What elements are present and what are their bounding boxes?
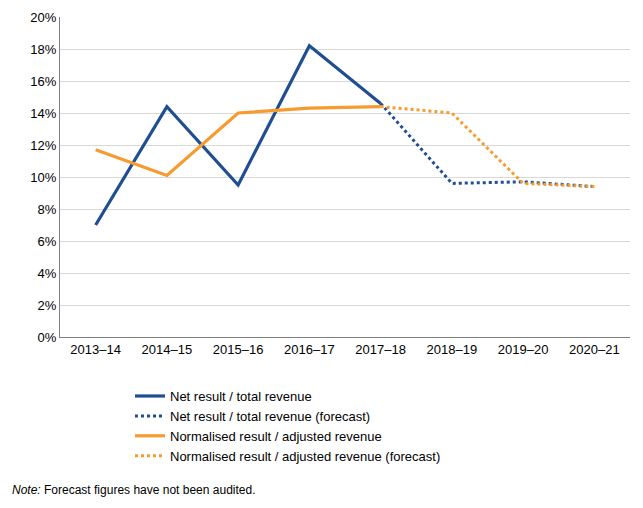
- svg-text:2015–16: 2015–16: [213, 342, 264, 357]
- svg-text:10%: 10%: [30, 170, 56, 185]
- svg-text:2016–17: 2016–17: [284, 342, 335, 357]
- svg-text:2013–14: 2013–14: [70, 342, 121, 357]
- svg-text:8%: 8%: [38, 202, 57, 217]
- svg-text:2020–21: 2020–21: [569, 342, 620, 357]
- svg-text:6%: 6%: [38, 234, 57, 249]
- svg-text:0%: 0%: [38, 330, 57, 345]
- svg-text:2%: 2%: [38, 298, 57, 313]
- svg-text:12%: 12%: [30, 138, 56, 153]
- svg-text:Normalised result / adjusted r: Normalised result / adjusted revenue (fo…: [170, 449, 440, 464]
- svg-text:2017–18: 2017–18: [355, 342, 406, 357]
- svg-text:Net result / total revenue: Net result / total revenue: [170, 389, 312, 404]
- svg-text:2019–20: 2019–20: [498, 342, 549, 357]
- svg-text:18%: 18%: [30, 42, 56, 57]
- svg-text:4%: 4%: [38, 266, 57, 281]
- svg-text:Normalised result / adjusted r: Normalised result / adjusted revenue: [170, 429, 382, 444]
- svg-text:14%: 14%: [30, 106, 56, 121]
- svg-text:2018–19: 2018–19: [427, 342, 478, 357]
- svg-text:Note: Forecast figures have no: Note: Forecast figures have not been aud…: [12, 483, 256, 497]
- svg-text:16%: 16%: [30, 74, 56, 89]
- svg-text:2014–15: 2014–15: [142, 342, 193, 357]
- svg-text:20%: 20%: [30, 10, 56, 25]
- svg-text:Net result / total revenue (fo: Net result / total revenue (forecast): [170, 409, 370, 424]
